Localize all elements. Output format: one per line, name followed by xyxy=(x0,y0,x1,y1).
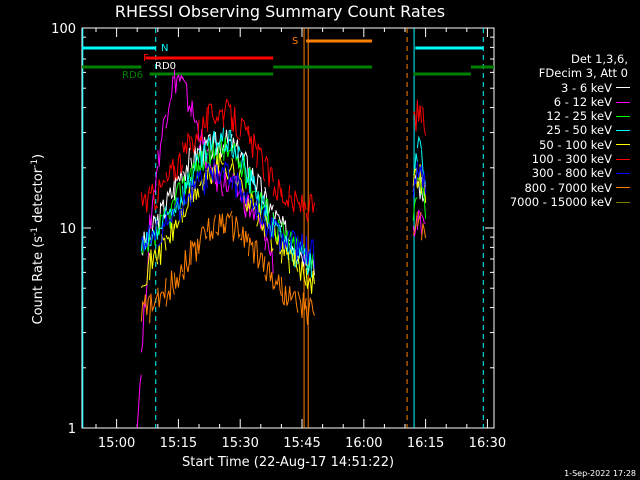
legend-entry-label: 6 - 12 keV xyxy=(553,94,612,109)
legend-header-line-2: FDecim 3, Att 0 xyxy=(538,66,628,81)
annotation-label: S xyxy=(292,36,298,47)
y-axis-label: Count Rate (s-1 detector-1) xyxy=(29,153,47,325)
legend-entry-label: 800 - 7000 keV xyxy=(524,180,612,195)
legend-entry-label: 100 - 300 keV xyxy=(531,152,612,167)
legend-entry: 25 - 50 keV xyxy=(470,123,630,137)
legend-entry-label: 3 - 6 keV xyxy=(561,80,612,95)
series-line xyxy=(136,69,426,429)
legend-entry: 50 - 100 keV xyxy=(470,138,630,152)
legend-swatch xyxy=(616,115,630,117)
x-tick-label: 15:00 xyxy=(98,436,135,451)
y-tick-label: 1 xyxy=(68,422,76,437)
legend-entry: 12 - 25 keV xyxy=(470,109,630,123)
legend-entry-label: 300 - 800 keV xyxy=(531,166,612,181)
chart-title: RHESSI Observing Summary Count Rates xyxy=(114,2,446,21)
legend-header-line-1: Det 1,3,6, xyxy=(570,52,628,66)
legend-entry: 800 - 7000 keV xyxy=(470,181,630,195)
legend-entry: 7000 - 15000 keV xyxy=(470,195,630,209)
series-line xyxy=(140,125,427,282)
x-tick-label: 15:15 xyxy=(160,436,197,451)
legend-entry: 100 - 300 keV xyxy=(470,152,630,166)
annotation-label: RD6 xyxy=(122,70,143,81)
x-axis-label: Start Time (22-Aug-17 14:51:22) xyxy=(181,455,395,470)
legend-swatch xyxy=(616,187,630,189)
x-tick-label: 16:30 xyxy=(469,436,506,451)
timestamp: 1-Sep-2022 17:28 xyxy=(564,469,636,478)
legend-swatch xyxy=(616,101,630,103)
legend-entry-label: 7000 - 15000 keV xyxy=(509,194,612,209)
y-tick-label: 10 xyxy=(59,222,76,237)
legend-entry-label: 50 - 100 keV xyxy=(539,137,612,152)
legend-entry-label: 12 - 25 keV xyxy=(546,109,612,124)
y-tick-label: 100 xyxy=(51,22,76,37)
annotation-label: F xyxy=(143,53,149,64)
legend-entry-label: 25 - 50 keV xyxy=(546,123,612,138)
series-line xyxy=(140,98,427,222)
series-line xyxy=(140,152,427,294)
plot-frame xyxy=(81,27,495,429)
legend-swatch xyxy=(616,87,630,89)
legend-entry: 300 - 800 keV xyxy=(470,166,630,180)
legend-swatch xyxy=(616,130,630,132)
x-tick-label: 16:15 xyxy=(407,436,444,451)
annotation-label: RD0 xyxy=(155,61,176,72)
x-tick-label: 15:45 xyxy=(283,436,320,451)
series-line xyxy=(140,210,427,325)
legend-entry: 6 - 12 keV xyxy=(470,95,630,109)
x-tick-label: 15:30 xyxy=(221,436,258,451)
legend-swatch xyxy=(616,173,630,175)
annotation-label: N xyxy=(161,43,168,54)
legend-entry: 3 - 6 keV xyxy=(470,81,630,95)
legend-swatch xyxy=(616,158,630,160)
legend-swatch xyxy=(616,201,630,203)
series-line xyxy=(140,158,427,269)
x-tick-label: 16:00 xyxy=(345,436,382,451)
legend: Det 1,3,6, FDecim 3, Att 0 3 - 6 keV 6 - … xyxy=(470,52,630,209)
legend-swatch xyxy=(616,144,630,146)
